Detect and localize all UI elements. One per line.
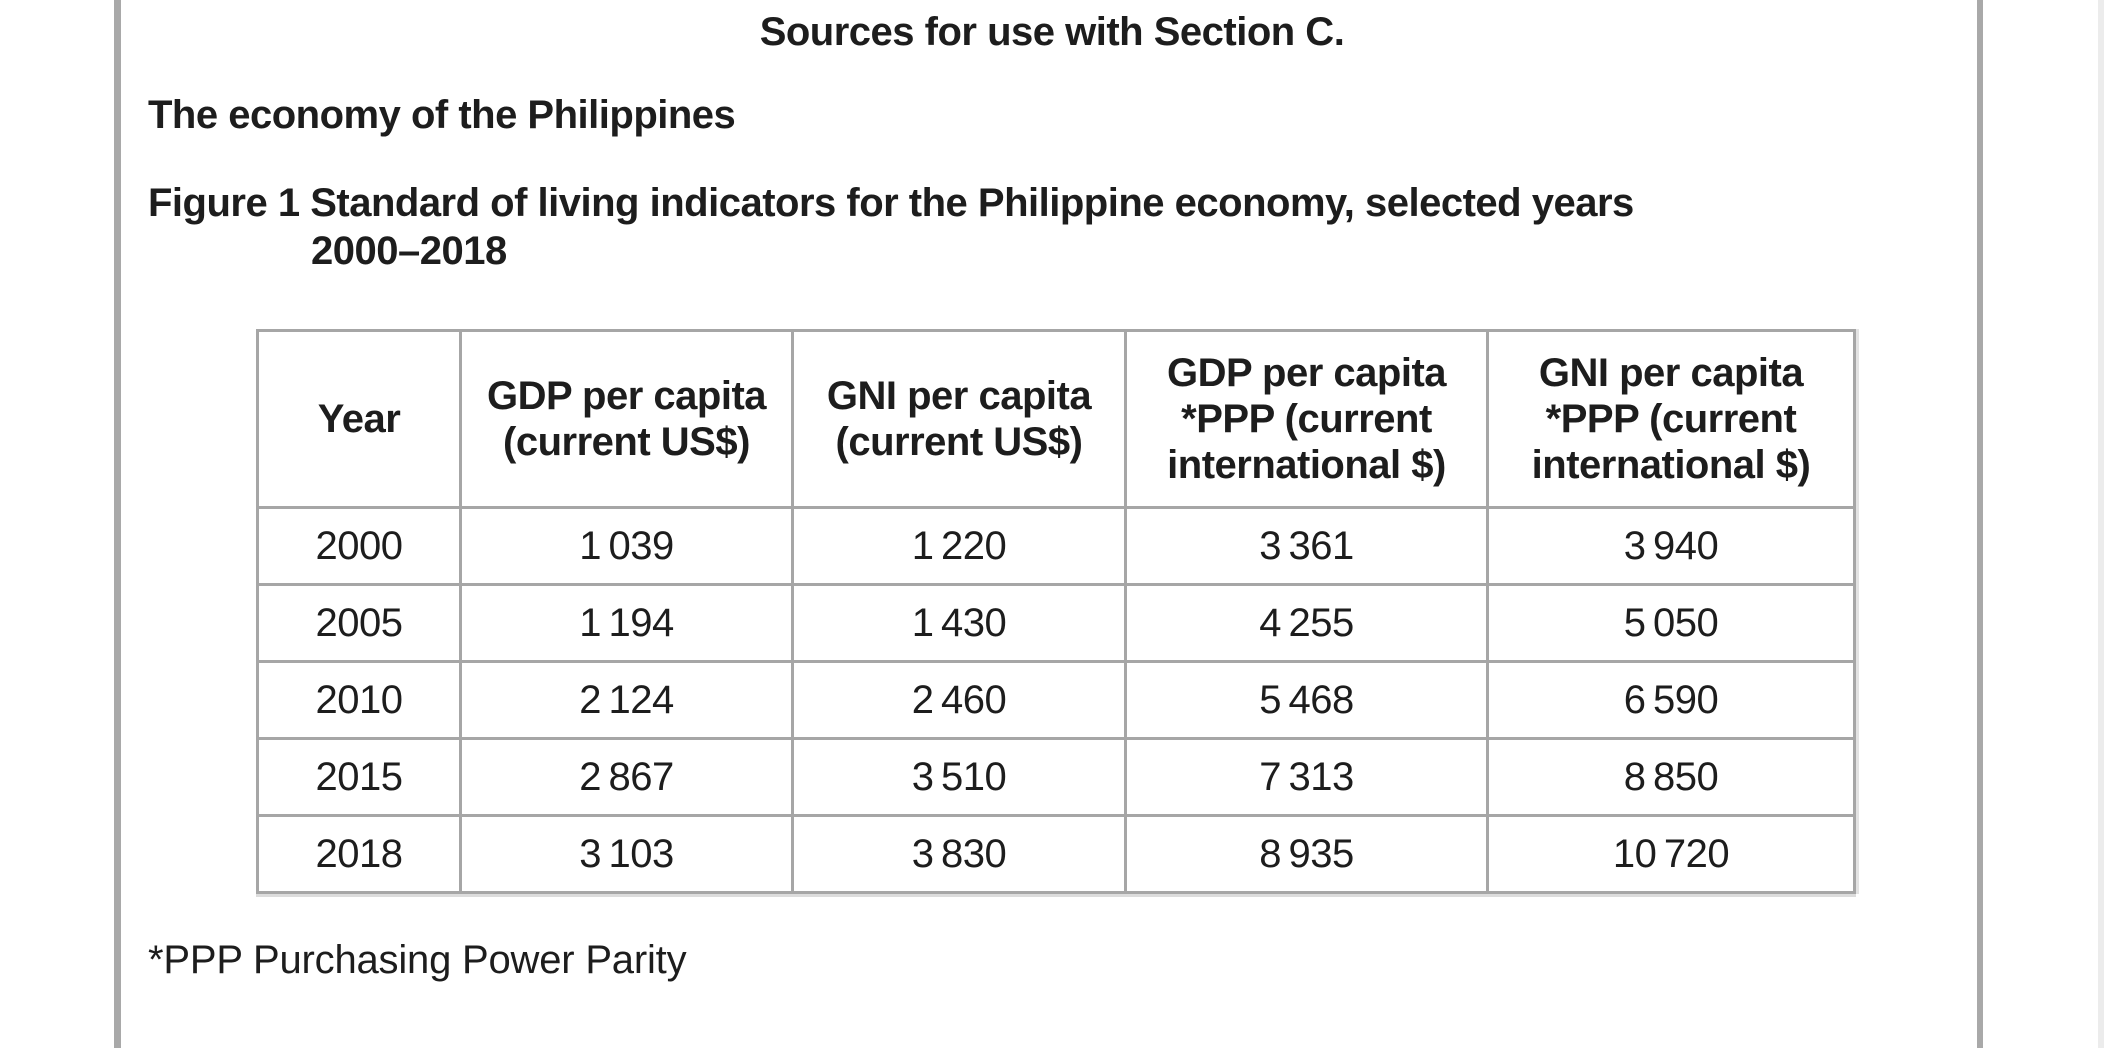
cell-gni: 3 830 bbox=[791, 814, 1127, 894]
section-title: Sources for use with Section C. bbox=[759, 10, 1345, 54]
cell-gdp: 2 124 bbox=[459, 660, 794, 740]
cell-gdp: 2 867 bbox=[459, 737, 794, 817]
indicators-table-body: 2000 1 039 1 220 3 361 3 940 2005 1 194 … bbox=[256, 506, 1856, 894]
cell-gdp-ppp: 3 361 bbox=[1124, 506, 1489, 586]
page-border-right bbox=[1977, 0, 1983, 1048]
cell-gni: 1 220 bbox=[791, 506, 1127, 586]
topic-heading: The economy of the Philippines bbox=[148, 93, 736, 137]
cell-gni: 2 460 bbox=[791, 660, 1127, 740]
cell-gdp: 3 103 bbox=[459, 814, 794, 894]
table-row-2010: 2010 2 124 2 460 5 468 6 590 bbox=[256, 660, 1856, 740]
page-edge-highlight-right bbox=[2098, 0, 2104, 1048]
cell-gni-ppp: 8 850 bbox=[1486, 737, 1856, 817]
col-header-gdp-per-capita-ppp: GDP per capita *PPP (current internation… bbox=[1124, 329, 1489, 509]
figure-caption-line1: Figure 1 Standard of living indicators f… bbox=[148, 181, 1634, 225]
cell-gdp-ppp: 4 255 bbox=[1124, 583, 1489, 663]
indicators-table: Year GDP per capita (current US$) GNI pe… bbox=[256, 329, 1856, 894]
indicators-table-header: Year GDP per capita (current US$) GNI pe… bbox=[256, 329, 1856, 509]
cell-year: 2018 bbox=[256, 814, 462, 894]
cell-year: 2010 bbox=[256, 660, 462, 740]
cell-year: 2015 bbox=[256, 737, 462, 817]
cell-year: 2000 bbox=[256, 506, 462, 586]
page-border-left bbox=[114, 0, 121, 1048]
cell-gni-ppp: 3 940 bbox=[1486, 506, 1856, 586]
table-row-2018: 2018 3 103 3 830 8 935 10 720 bbox=[256, 814, 1856, 894]
cell-gni: 3 510 bbox=[791, 737, 1127, 817]
cell-gdp: 1 194 bbox=[459, 583, 794, 663]
col-header-gni-per-capita-ppp: GNI per capita *PPP (current internation… bbox=[1486, 329, 1856, 509]
col-header-gdp-per-capita: GDP per capita (current US$) bbox=[459, 329, 794, 509]
cell-gni-ppp: 6 590 bbox=[1486, 660, 1856, 740]
cell-gni-ppp: 10 720 bbox=[1486, 814, 1856, 894]
cell-gni-ppp: 5 050 bbox=[1486, 583, 1856, 663]
table-row-2015: 2015 2 867 3 510 7 313 8 850 bbox=[256, 737, 1856, 817]
cell-gdp-ppp: 5 468 bbox=[1124, 660, 1489, 740]
table-row-2005: 2005 1 194 1 430 4 255 5 050 bbox=[256, 583, 1856, 663]
figure-caption-line2: 2000–2018 bbox=[311, 229, 507, 273]
cell-gdp-ppp: 8 935 bbox=[1124, 814, 1489, 894]
cell-gdp: 1 039 bbox=[459, 506, 794, 586]
ppp-footnote: *PPP Purchasing Power Parity bbox=[148, 938, 687, 982]
col-header-gni-per-capita: GNI per capita (current US$) bbox=[791, 329, 1127, 509]
cell-gdp-ppp: 7 313 bbox=[1124, 737, 1489, 817]
cell-gni: 1 430 bbox=[791, 583, 1127, 663]
cell-year: 2005 bbox=[256, 583, 462, 663]
table-row-2000: 2000 1 039 1 220 3 361 3 940 bbox=[256, 506, 1856, 586]
header-row: Year GDP per capita (current US$) GNI pe… bbox=[256, 329, 1856, 509]
col-header-year: Year bbox=[256, 329, 462, 509]
